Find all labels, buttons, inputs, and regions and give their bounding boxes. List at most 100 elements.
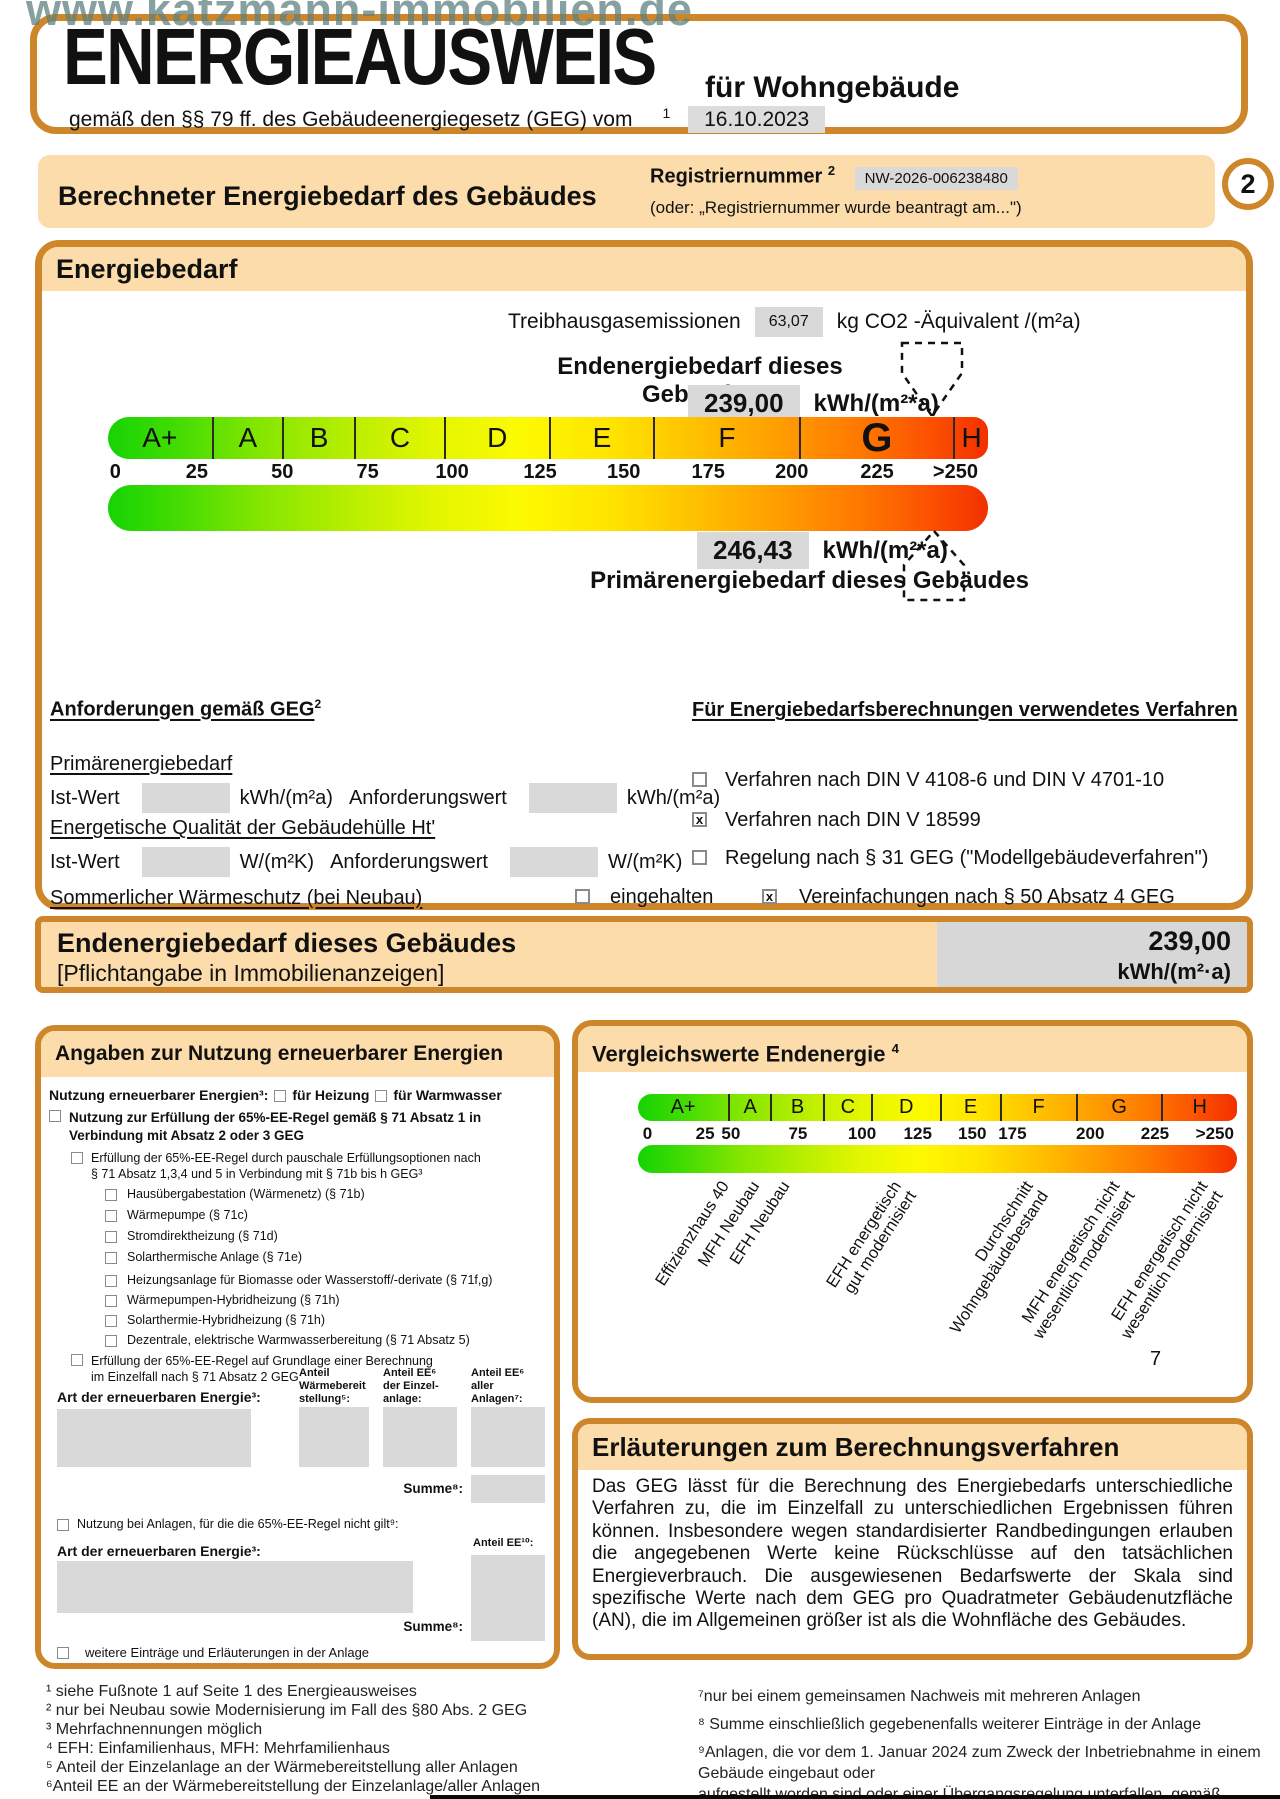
anteil-ee-einzelanlage-field[interactable] — [383, 1407, 457, 1467]
renewable-option-row: Solarthermische Anlage (§ 71e) — [105, 1250, 302, 1264]
checkbox-waermepumpe[interactable] — [105, 1209, 117, 1222]
comparison-page-number: 7 — [1150, 1348, 1162, 1370]
footnote-marker: 2 — [314, 697, 322, 711]
footnotes-right: ⁷nur bei einem gemeinsamen Nachweis mit … — [698, 1686, 1280, 1799]
method-option-label: Regelung nach § 31 GEG ("Modellgebäudeve… — [725, 847, 1209, 869]
scale-tick: 0 — [109, 461, 121, 483]
rule-einzelfall-row: Erfüllung der 65%-EE-Regel auf Grundlage… — [71, 1353, 436, 1386]
checkbox-wp-hybrid[interactable] — [105, 1294, 117, 1307]
ghg-label: Treibhausgasemissionen — [508, 310, 741, 333]
checkbox-more-entries[interactable] — [57, 1647, 69, 1659]
rule-65-main-row: Nutzung zur Erfüllung der 65%-EE-Regel g… — [49, 1109, 501, 1144]
primary-anforderungswert-field[interactable] — [528, 783, 617, 813]
section-title: Berechneter Energiebedarf des Gebäudes — [58, 181, 597, 211]
renewable-option-row: Heizungsanlage für Biomasse oder Wassers… — [105, 1273, 492, 1287]
registration-number-field[interactable]: NW-2026-006238480 — [854, 166, 1018, 190]
checkbox-biomasse[interactable] — [105, 1274, 117, 1287]
unit-label: kWh/(m²a) — [626, 786, 721, 809]
page-bottom-divider — [430, 1795, 1280, 1799]
checkbox-fuer-heizung[interactable] — [274, 1089, 287, 1102]
table1-sum-field[interactable] — [471, 1475, 545, 1503]
table1-col3-header: Anteil EE⁶ aller Anlagen⁷: — [471, 1367, 525, 1405]
scale-tick: 25 — [695, 1124, 715, 1143]
checkbox-rule-pauschal[interactable] — [71, 1152, 83, 1164]
header-box: ENERGIEAUSWEIS für Wohngebäude gemäß den… — [30, 12, 1248, 134]
checkbox-rule-exempt[interactable] — [57, 1518, 69, 1531]
energy-type-field-2[interactable] — [57, 1561, 413, 1613]
table1-col2-header: Anteil EE⁶ der Einzel- anlage: — [383, 1367, 439, 1405]
rule-einzelfall-label: Erfüllung der 65%-EE-Regel auf Grundlage… — [91, 1354, 433, 1385]
energy-type-field-1[interactable] — [57, 1409, 251, 1467]
explanation-box-title: Erläuterungen zum Berechnungsverfahren — [578, 1424, 1247, 1470]
explanation-box: Erläuterungen zum Berechnungsverfahren D… — [572, 1418, 1253, 1660]
renewable-option-label: Dezentrale, elektrische Warmwasserbereit… — [127, 1333, 470, 1347]
rule-pauschal-label: Erfüllung der 65%-EE-Regel durch pauscha… — [91, 1151, 481, 1181]
table2-sum-field[interactable] — [471, 1615, 545, 1641]
checkbox-solarthermie[interactable] — [105, 1251, 117, 1264]
scale-tick: 75 — [356, 461, 379, 483]
checkbox-dezentral-ww[interactable] — [105, 1334, 117, 1347]
requirements-heading: Anforderungen gemäß GEG2 — [50, 697, 322, 721]
primary-energy-label: Primärenergiebedarf dieses Gebäudes — [590, 567, 1029, 594]
scale-class-f: F — [1002, 1094, 1078, 1121]
energy-demand-box-title: Energiebedarf — [42, 247, 1246, 291]
footnote-marker-1: 1 — [662, 105, 671, 121]
scale-tick: 150 — [606, 461, 641, 483]
primary-energy-value-field[interactable]: 246,43 — [697, 532, 809, 569]
table1-col0-header: Art der erneuerbaren Energie³: — [57, 1389, 261, 1405]
scale-class-g: G — [1078, 1094, 1163, 1121]
scale-tick: 100 — [435, 461, 469, 483]
registration-alt-text: (oder: „Registriernummer wurde beantragt… — [650, 198, 1022, 217]
table1-sum-label: Summe⁸: — [403, 1481, 463, 1496]
anforderungswert-label: Anforderungswert — [348, 786, 507, 809]
checkbox-din-4108[interactable] — [692, 772, 707, 787]
ist-wert-label: Ist-Wert — [50, 786, 120, 809]
checkbox-st-hybrid[interactable] — [105, 1314, 117, 1327]
checkbox-rule-einzelfall[interactable] — [71, 1354, 83, 1366]
envelope-ist-wert-field[interactable] — [141, 847, 230, 877]
issue-date-field[interactable]: 16.10.2023 — [688, 106, 826, 133]
checkbox-rule-65-main[interactable] — [49, 1110, 61, 1122]
law-reference-text: gemäß den §§ 79 ff. des Gebäudeenergiege… — [69, 108, 633, 131]
renewable-option-row: Wärmepumpe (§ 71c) — [105, 1208, 248, 1222]
scale-tick: 200 — [775, 461, 809, 483]
method-option-row: x Verfahren nach DIN V 18599 — [692, 809, 981, 832]
checkbox-fuer-warmwasser[interactable] — [375, 1089, 388, 1102]
footnote: ⁷nur bei einem gemeinsamen Nachweis mit … — [698, 1688, 1141, 1705]
renewable-option-row: Wärmepumpen-Hybridheizung (§ 71h) — [105, 1293, 340, 1307]
checkbox-modellgebaeude[interactable] — [692, 850, 707, 865]
scale-class-band: A+ A B C D E F G H — [108, 417, 988, 459]
anteil-waermebereitstellung-field[interactable] — [299, 1407, 369, 1467]
scale-tick: 50 — [271, 461, 294, 483]
anteil-ee-alle-anlagen-field[interactable] — [471, 1407, 545, 1467]
ghg-value-field[interactable]: 63,07 — [754, 307, 823, 337]
primary-ist-wert-field[interactable] — [141, 783, 230, 813]
scale-class-a-plus: A+ — [108, 417, 214, 459]
method-option-row: Verfahren nach DIN V 4108-6 und DIN V 47… — [692, 769, 1164, 792]
scale-class-d: D — [873, 1094, 942, 1121]
rule-65-main-label: Nutzung zur Erfüllung der 65%-EE-Regel g… — [69, 1110, 482, 1143]
end-energy-value-field[interactable]: 239,00 — [688, 385, 800, 422]
renewable-option-label: Solarthermische Anlage (§ 71e) — [127, 1250, 303, 1264]
scale-class-h: H — [1192, 1096, 1207, 1118]
checkbox-din-18599[interactable]: x — [692, 812, 707, 827]
scale-tick: 150 — [958, 1124, 987, 1143]
checkbox-stromdirektheizung[interactable] — [105, 1230, 117, 1243]
checkbox-vereinfachungen[interactable]: x — [762, 889, 777, 904]
end-energy-banner: Endenergiebedarf dieses Gebäudes [Pflich… — [35, 916, 1253, 993]
anteil-ee-field[interactable] — [471, 1555, 545, 1615]
registration-label: Registriernummer — [650, 165, 823, 188]
checkbox-eingehalten[interactable] — [575, 889, 590, 904]
ghg-emissions-line: Treibhausgasemissionen 63,07 kg CO2 -Äqu… — [508, 307, 1081, 337]
scale-tick: 125 — [523, 461, 557, 483]
method-option-label: Verfahren nach DIN V 18599 — [725, 809, 981, 831]
renewable-option-label: Solarthermie-Hybridheizung (§ 71h) — [127, 1313, 326, 1327]
certificate-subtitle: für Wohngebäude — [705, 71, 960, 104]
scale-class-d: D — [446, 417, 551, 459]
scale-class-e: E — [942, 1094, 1002, 1121]
comparison-ref-label: EFH energetisch gut modernisiert — [823, 1178, 921, 1298]
envelope-anforderungswert-field[interactable] — [509, 847, 598, 877]
checkbox-hausuebergabestation[interactable] — [105, 1188, 117, 1201]
more-entries-row: weitere Einträge und Erläuterungen in de… — [57, 1645, 369, 1660]
